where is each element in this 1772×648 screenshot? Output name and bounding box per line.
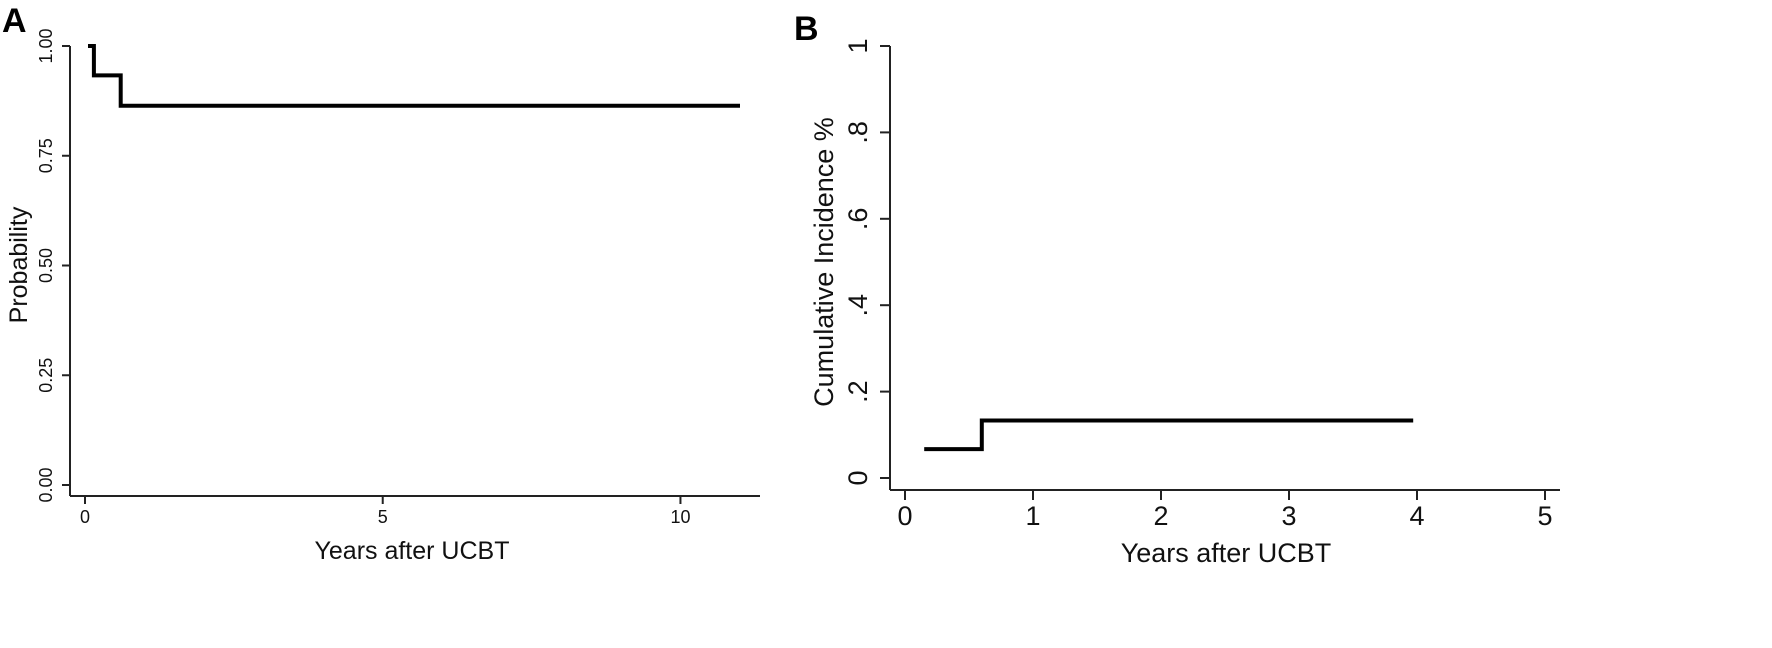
panel-b-x-tick-label: 0 — [897, 501, 912, 531]
panel-b-y-axis-title: Cumulative Incidence % — [809, 117, 839, 407]
panel-a-y-tick-label: 0.50 — [36, 248, 56, 283]
panel-b-x-tick-label: 3 — [1281, 501, 1296, 531]
panel-b-x-tick-label: 5 — [1537, 501, 1552, 531]
panel-a-x-tick-label: 5 — [378, 507, 388, 527]
panel-b-x-tick-label: 1 — [1025, 501, 1040, 531]
panel-b-y-tick-label: 1 — [843, 38, 873, 53]
panel-b-y-tick-label: .8 — [843, 121, 873, 144]
panel-b: B 0 .2 .4 .6 .8 1 0 1 2 3 4 5 Years after UCBT Cum… — [794, 10, 1560, 568]
panel-b-y-tick-label: .6 — [843, 208, 873, 231]
panel-a-y-tick-label: 1.00 — [36, 28, 56, 63]
panel-a-x-tick-label: 10 — [670, 507, 690, 527]
panel-b-x-tick-label: 2 — [1153, 501, 1168, 531]
panel-b-x-tick-label: 4 — [1409, 501, 1424, 531]
panel-b-incidence-curve — [924, 418, 1414, 452]
panel-a-y-tick-label: 0.25 — [36, 358, 56, 393]
panel-b-y-tick-label: .2 — [843, 380, 873, 403]
panel-a-y-tick-label: 0.75 — [36, 138, 56, 173]
panel-a-x-tick-label: 0 — [80, 507, 90, 527]
panel-a-label: A — [2, 2, 27, 40]
panel-b-x-axis-title: Years after UCBT — [1121, 538, 1332, 568]
panel-a-y-tick-label: 0.00 — [36, 467, 56, 502]
panel-a-x-axis-title: Years after UCBT — [315, 537, 510, 565]
panel-b-y-tick-label: 0 — [843, 470, 873, 485]
panel-b-y-tick-label: .4 — [843, 294, 873, 317]
panel-a-survival-curve — [88, 44, 740, 108]
panel-a-y-axis-title: Probability — [5, 206, 33, 323]
panel-a: A 0.00 0.25 0.50 0.75 1.00 0 5 10 Years after … — [2, 2, 760, 565]
panel-b-label: B — [794, 10, 819, 48]
